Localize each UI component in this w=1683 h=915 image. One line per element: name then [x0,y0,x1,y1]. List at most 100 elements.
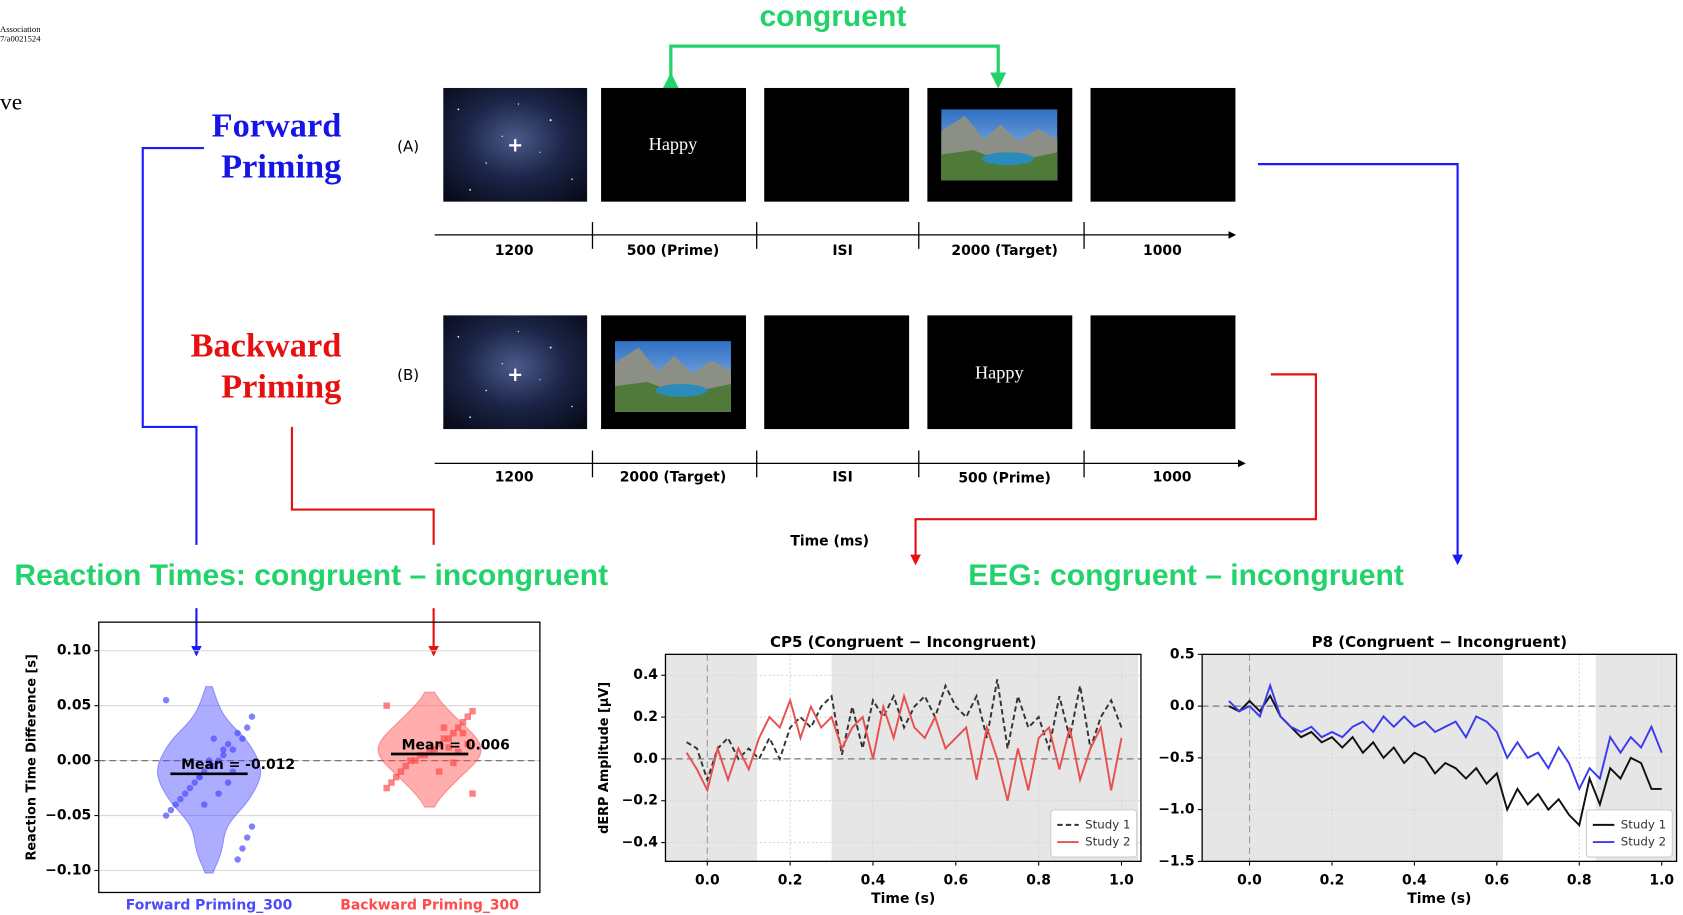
x-tick-label: Forward Priming_300 [126,897,293,913]
timeline [434,450,1246,478]
connector [910,373,1317,566]
x-tick-label: 0.8 [1026,873,1051,889]
y-tick-label: −0.5 [1158,750,1194,766]
data-point [445,735,452,742]
y-tick-label: 0.00 [57,753,92,769]
x-tick-label: 0.4 [861,873,886,889]
chart-title: CP5 (Congruent − Incongruent) [770,633,1037,651]
x-tick-label: Backward Priming_300 [340,897,519,913]
duration: ISI [832,469,852,485]
panel-label: (B) [397,366,419,384]
fixation: + [507,133,523,156]
data-point [210,762,218,770]
data-point [234,729,241,737]
duration: 1000 [1143,243,1182,259]
chart: 0.0 0.2 0.4 0.6 0.8 1.0 −0.4 −0.2 0.0 0.2 0.4 Study… [597,633,1142,907]
x-tick-label: 1.0 [1649,873,1674,889]
legend-label: Study 1 [1085,817,1130,831]
data-point [450,759,457,767]
frame [764,315,910,430]
data-point [431,746,438,753]
data-point [243,724,251,731]
data-point [162,812,170,819]
duration: 500 (Prime) [958,470,1051,486]
plot-area [665,654,1141,862]
data-point [455,724,462,731]
legend-label: Study 2 [1085,835,1130,849]
y-tick-label: 0.0 [1170,698,1195,714]
target-image [615,341,731,412]
series-line [1228,682,1663,792]
data-point [172,801,179,808]
y-tick-label: 0.4 [633,667,658,683]
backward-label: Priming [221,367,341,405]
chart: 0.0 0.2 0.4 0.6 0.8 1.0 −1.5 −1.0 −0.5 0.0 0.5 Stud… [1158,633,1678,907]
data-point [383,702,390,709]
y-tick-label: 0.2 [633,709,658,725]
duration: 1000 [1153,469,1192,485]
data-point [248,713,256,720]
x-tick-label: 0.2 [1320,873,1345,889]
data-point [388,779,395,786]
data-point [162,696,170,704]
word: Happy [649,134,699,154]
duration: 500 (Prime) [627,243,720,259]
connector [141,146,204,545]
data-point [177,795,184,803]
legend-label: Study 1 [1621,817,1666,831]
y-tick-label: −0.2 [622,793,658,809]
x-tick-label: 0.2 [778,873,803,889]
data-point [459,718,467,726]
data-point [455,748,462,756]
y-tick-label: −0.05 [45,808,91,824]
legend-label: Study 2 [1621,835,1666,849]
y-tick-label: −1.0 [1158,802,1195,818]
data-point [205,762,213,770]
duration: 1200 [495,243,534,259]
forward-label: Priming [221,147,341,185]
frame [764,87,910,202]
section-heading: EEG: congruent – incongruent [968,559,1404,592]
data-point [239,735,246,742]
data-point [243,834,251,841]
data-point [224,740,232,748]
header-fragments: Association 7/a0021524 ve [0,24,41,115]
frame [1090,315,1236,430]
word: Happy [975,363,1025,383]
congruent-label: congruent [759,0,906,33]
series-line [686,679,1123,783]
x-tick-label: 0.0 [1237,873,1262,889]
y-tick-label: 0.10 [57,643,92,659]
data-point [435,740,443,748]
x-tick-label: 0.6 [943,873,968,889]
data-point [248,823,256,830]
x-tick-label: 0.4 [1402,873,1427,889]
duration: ISI [832,243,852,259]
header-fragment: Association [0,24,41,34]
data-point [167,806,175,814]
data-point [215,757,222,764]
data-point [412,757,419,764]
data-point [435,768,443,775]
data-point [397,768,405,775]
x-tick-label: 0.6 [1484,873,1509,889]
data-point [450,729,457,737]
data-point [464,713,471,720]
y-tick-label: −1.5 [1158,853,1194,869]
y-axis-label: dERP Amplitude [µV] [597,682,612,834]
data-point [201,801,208,808]
duration: 2000 (Target) [620,469,727,485]
duration: 1200 [495,469,534,485]
frames: + Happy [443,315,1236,430]
legend: Study 1 Study 2 [1050,809,1138,858]
target-image [941,109,1058,181]
y-tick-label: −0.4 [622,835,659,851]
shaded-region [665,654,758,862]
section-heading: Reaction Times: congruent – incongruent [14,559,608,592]
data-point [181,790,189,797]
mean-label: Mean = 0.006 [402,737,510,753]
data-point [196,773,203,781]
plot-frame [1201,653,1678,863]
